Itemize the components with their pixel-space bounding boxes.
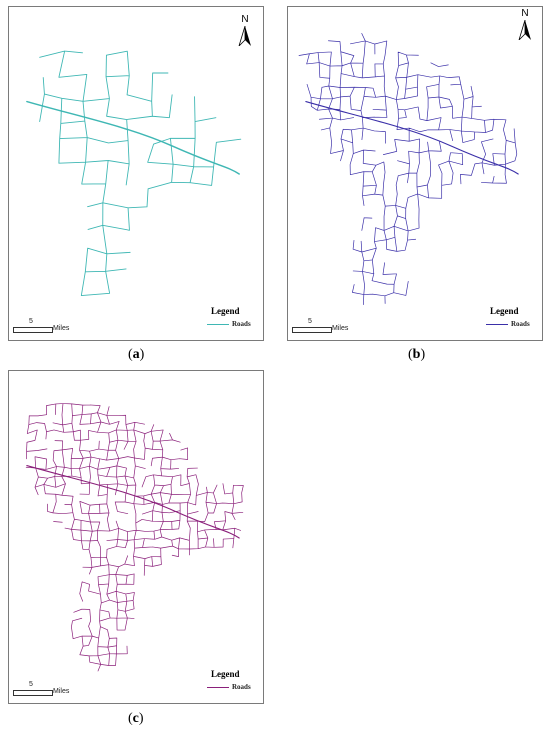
- legend-road-label: Roads: [232, 320, 251, 328]
- legend-road-swatch: [207, 324, 229, 325]
- north-arrow-a: N: [236, 15, 254, 49]
- scale-number: 5: [308, 318, 312, 325]
- caption-letter: a: [132, 347, 140, 362]
- north-label: N: [241, 14, 249, 25]
- map-panel-b: N 5 Miles Legend Roads: [287, 6, 543, 341]
- legend-road-label: Roads: [232, 683, 251, 691]
- legend-title: Legend: [211, 669, 240, 679]
- scale-number: 5: [29, 318, 33, 325]
- north-arrow-icon: [238, 26, 251, 46]
- main-highway: [26, 100, 240, 175]
- main-highway: [305, 101, 519, 175]
- legend-road-swatch: [486, 324, 508, 325]
- caption-c: (c): [128, 711, 144, 726]
- legend-b: Legend Roads: [484, 306, 536, 334]
- main-highway: [26, 465, 240, 539]
- road-lines: [298, 33, 519, 306]
- north-arrow-icon: [518, 20, 531, 40]
- legend-a: Legend Roads: [205, 306, 257, 334]
- scale-bar-a: 5 Miles: [13, 318, 69, 336]
- road-lines: [25, 403, 244, 672]
- road-network-map-a: [26, 50, 242, 296]
- caption-letter: b: [412, 347, 421, 362]
- scale-bar-c: 5 Miles: [13, 681, 69, 699]
- road-segments: [298, 33, 518, 306]
- scale-bar-graphic: [292, 327, 332, 333]
- scale-bar-graphic: [13, 327, 53, 333]
- scale-bar-graphic: [13, 690, 53, 696]
- map-panel-a: N 5 Miles Legend Roads: [8, 6, 264, 341]
- scale-number: 5: [29, 681, 33, 688]
- caption-letter: c: [132, 711, 139, 726]
- legend-title: Legend: [211, 306, 240, 316]
- legend-c: Legend Roads: [205, 669, 257, 697]
- legend-title: Legend: [490, 306, 519, 316]
- caption-b: (b): [408, 347, 426, 362]
- caption-a: (a): [128, 347, 145, 362]
- scale-bar-b: 5 Miles: [292, 318, 348, 336]
- north-label: N: [521, 8, 529, 19]
- road-network-map-c: [25, 403, 244, 672]
- road-lines: [26, 50, 242, 296]
- scale-unit: Miles: [53, 688, 70, 695]
- north-arrow-b: N: [516, 9, 534, 43]
- road-segments: [39, 50, 242, 296]
- scale-unit: Miles: [332, 325, 349, 332]
- road-segments: [25, 403, 244, 672]
- legend-road-label: Roads: [511, 320, 530, 328]
- scale-unit: Miles: [53, 325, 70, 332]
- road-network-map-b: [298, 33, 519, 306]
- legend-road-swatch: [207, 687, 229, 688]
- map-panel-c: 5 Miles Legend Roads: [8, 370, 264, 704]
